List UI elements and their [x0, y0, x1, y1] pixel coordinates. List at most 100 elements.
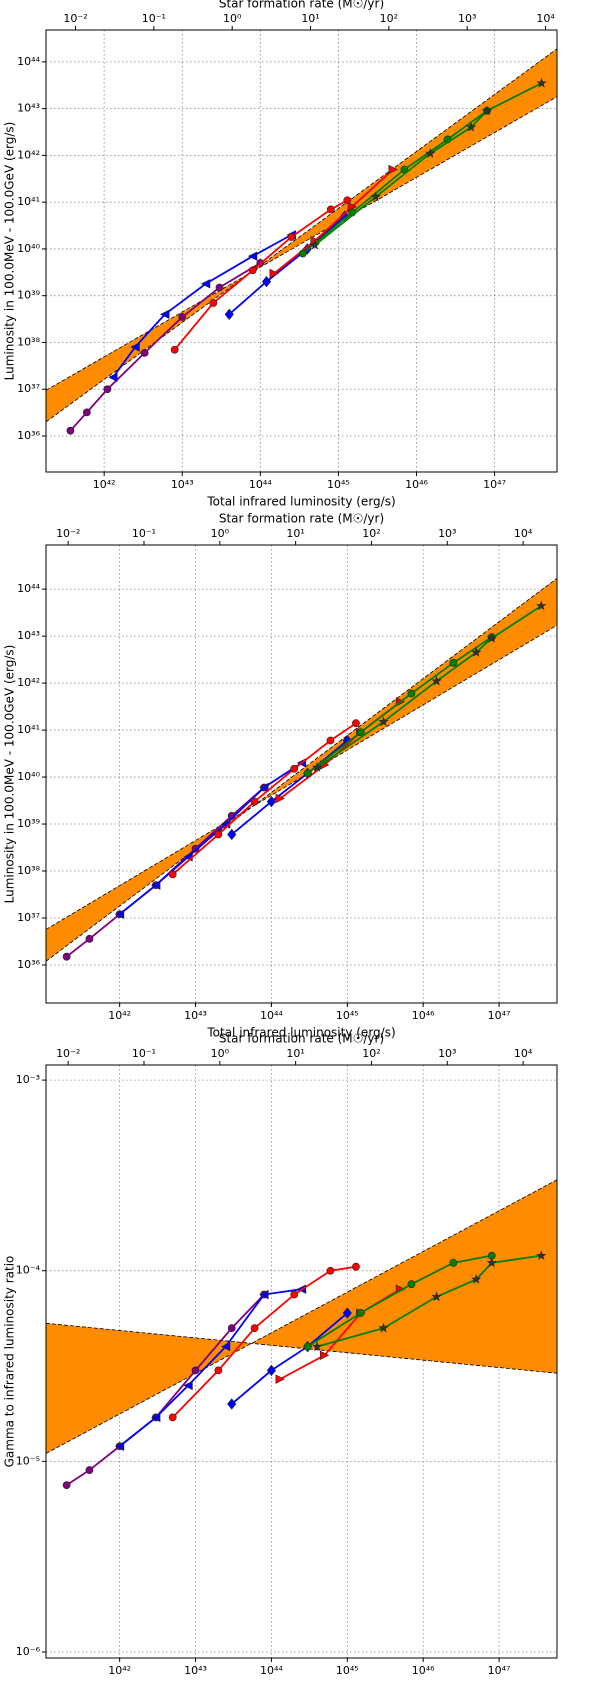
x-axis-label: Total infrared luminosity (erg/s)	[206, 1026, 395, 1040]
marker	[326, 205, 335, 214]
series-line	[119, 762, 303, 915]
x2-tick-label: 10¹	[286, 527, 304, 540]
y-tick-label: 10³⁷	[17, 382, 40, 395]
y-tick-label: 10⁴⁰	[17, 242, 40, 255]
x-tick-label: 10⁴⁵	[336, 1664, 359, 1677]
marker	[191, 844, 200, 853]
x2-tick-label: 10¹	[301, 12, 319, 25]
marker	[536, 77, 547, 88]
x2-tick-label: 10³	[458, 12, 476, 25]
marker	[220, 1341, 231, 1352]
marker	[62, 1481, 71, 1490]
series-line	[228, 215, 346, 315]
x2-tick-label: 10²	[362, 527, 380, 540]
marker	[266, 1364, 277, 1377]
marker	[352, 719, 360, 728]
marker	[200, 279, 211, 289]
x-tick-label: 10⁴⁵	[327, 478, 350, 491]
y-axis-label: Luminosity in 100.0MeV - 100.0GeV (erg/s…	[3, 122, 17, 381]
marker	[287, 233, 296, 241]
series-line	[273, 168, 394, 275]
marker	[269, 268, 279, 279]
marker	[352, 1262, 360, 1271]
series-line	[316, 605, 542, 769]
marker	[261, 275, 272, 288]
x2-tick-label: 10⁻²	[56, 1047, 80, 1060]
x-axis-label: Total infrared luminosity (erg/s)	[206, 495, 395, 509]
y-tick-label: 10⁻⁵	[16, 1454, 40, 1467]
panel: 10⁴² 10⁴³ 10⁴⁴ 10⁴⁵ 10⁴⁶ 10⁴⁷ 10⁻² 10⁻¹ 10⁰ 10¹ 10…	[3, 1032, 558, 1682]
marker	[536, 600, 547, 611]
y-tick-label: 10⁴²	[17, 148, 40, 161]
marker	[168, 870, 177, 879]
y-tick-label: 10⁴¹	[17, 195, 40, 208]
marker	[227, 828, 237, 841]
x-axis-label: Total infrared luminosity (erg/s)	[206, 1681, 395, 1682]
marker	[471, 646, 482, 657]
marker	[250, 1324, 259, 1333]
marker	[311, 762, 323, 772]
marker	[471, 1274, 482, 1284]
x-tick-label: 10⁴⁴	[249, 478, 272, 491]
band-edge	[46, 577, 557, 962]
plot-area	[46, 30, 557, 472]
series-line	[231, 1312, 348, 1405]
marker	[465, 121, 477, 132]
band-edge	[46, 96, 557, 391]
marker	[224, 308, 234, 320]
marker	[407, 1280, 416, 1289]
x2-tick-label: 10⁻¹	[142, 12, 166, 25]
marker	[259, 1289, 269, 1300]
y-tick-label: 10³⁹	[17, 289, 40, 302]
axes-frame	[45, 544, 558, 1004]
y-tick-label: 10⁻³	[16, 1073, 40, 1086]
marker	[449, 658, 458, 667]
band-edge	[46, 1322, 557, 1374]
marker	[343, 196, 352, 205]
marker	[326, 1266, 335, 1275]
x-tick-label: 10⁴⁷	[488, 1009, 511, 1022]
x2-axis-label: Star formation rate (M☉/yr)	[219, 512, 384, 526]
series-line	[119, 1288, 302, 1447]
x2-axis-label: Star formation rate (M☉/yr)	[219, 0, 384, 11]
x-tick-label: 10⁴⁶	[412, 1009, 435, 1022]
marker	[183, 1380, 193, 1391]
x-tick-label: 10⁴⁷	[488, 1664, 511, 1677]
marker	[209, 299, 218, 307]
axes-frame	[45, 29, 558, 473]
panel: 10⁴² 10⁴³ 10⁴⁴ 10⁴⁵ 10⁴⁶ 10⁴⁷ 10⁻² 10⁻¹ 10⁰ 10¹ 10…	[3, 512, 558, 1040]
marker	[82, 408, 91, 417]
x2-tick-label: 10⁴	[514, 1047, 533, 1060]
series-line	[314, 82, 543, 246]
marker	[114, 1441, 125, 1451]
x-tick-label: 10⁴²	[108, 1664, 131, 1677]
marker	[290, 1290, 299, 1299]
x2-tick-label: 10¹	[286, 1047, 304, 1060]
series-line	[112, 234, 292, 378]
marker	[431, 675, 442, 686]
x-tick-label: 10⁴⁶	[412, 1664, 435, 1677]
marker	[311, 1341, 323, 1351]
marker	[170, 345, 179, 354]
marker	[250, 797, 259, 806]
marker	[168, 1413, 177, 1422]
y-tick-label: 10⁴²	[17, 676, 40, 689]
marker	[486, 632, 497, 643]
series-line	[231, 739, 348, 836]
series-line	[316, 1254, 542, 1348]
y-tick-label: 10³⁶	[17, 429, 40, 442]
marker	[370, 191, 381, 202]
series-line	[66, 786, 265, 958]
marker	[356, 1309, 365, 1317]
marker	[388, 164, 398, 175]
marker	[247, 251, 258, 261]
x2-axis-label: Star formation rate (M☉/yr)	[219, 1032, 384, 1046]
marker	[259, 782, 269, 793]
x-tick-label: 10⁴⁴	[260, 1664, 283, 1677]
marker	[62, 952, 71, 961]
x2-tick-label: 10⁴	[514, 527, 533, 540]
series-line	[172, 1265, 357, 1419]
marker	[275, 793, 285, 804]
x2-tick-label: 10⁻¹	[132, 1047, 156, 1060]
